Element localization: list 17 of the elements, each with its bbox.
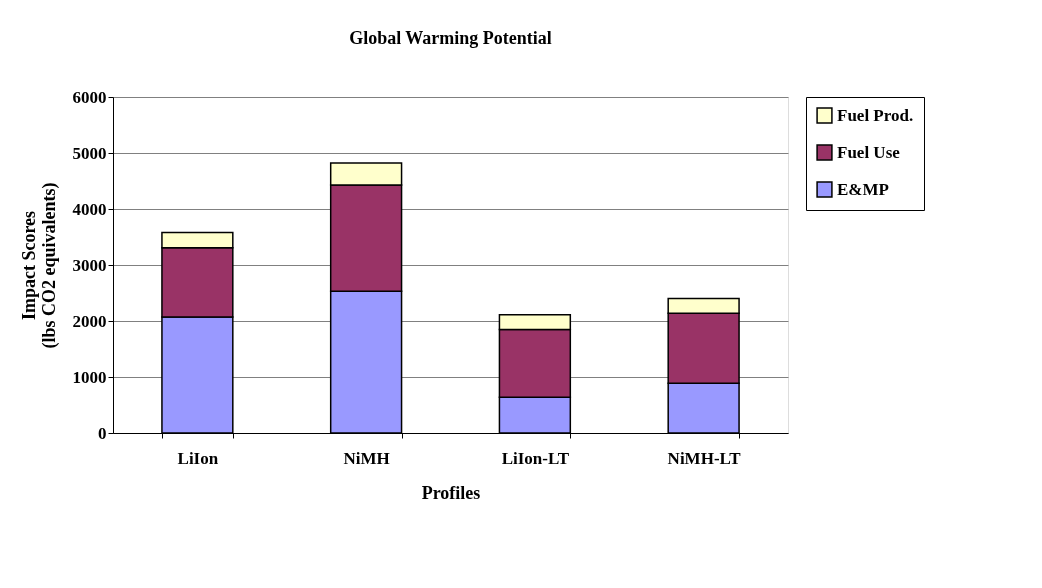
y-tick-label: 5000 <box>72 143 107 163</box>
y-tick-label: 4000 <box>72 199 107 219</box>
y-axis-title: Impact Scores (lbs CO2 equivalents) <box>18 182 60 349</box>
x-tick-label: LiIon <box>177 448 219 468</box>
y-tick-label: 2000 <box>72 311 107 331</box>
y-tick-label: 6000 <box>72 87 107 107</box>
legend-label: Fuel Prod. <box>837 105 914 125</box>
y-tick-label: 3000 <box>72 255 107 275</box>
legend-label: Fuel Use <box>837 142 901 162</box>
chart-title: Global Warming Potential <box>349 28 552 48</box>
x-tick-label: NiMH <box>343 448 390 468</box>
x-axis-title: Profiles <box>421 482 481 503</box>
y-tick-label: 1000 <box>72 367 107 387</box>
legend-label: E&MP <box>837 179 889 199</box>
y-tick-label: 0 <box>98 423 107 443</box>
x-tick-label: LiIon-LT <box>501 448 570 468</box>
x-tick-label: NiMH-LT <box>667 448 742 468</box>
